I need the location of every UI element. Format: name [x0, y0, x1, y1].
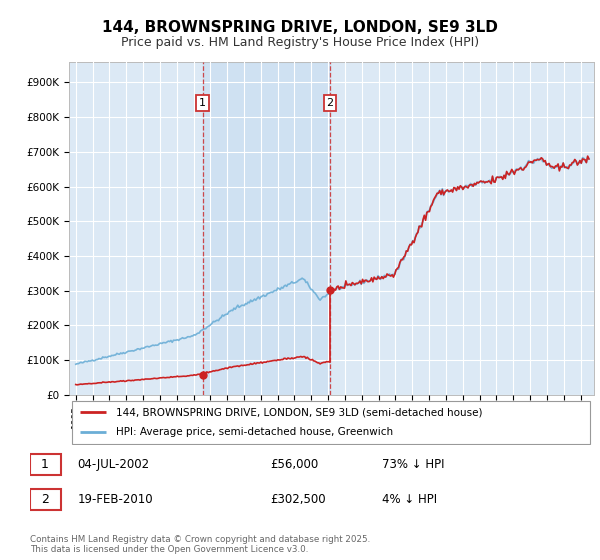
- Text: Price paid vs. HM Land Registry's House Price Index (HPI): Price paid vs. HM Land Registry's House …: [121, 36, 479, 49]
- Text: £302,500: £302,500: [270, 493, 326, 506]
- Text: Contains HM Land Registry data © Crown copyright and database right 2025.
This d: Contains HM Land Registry data © Crown c…: [30, 535, 370, 554]
- Text: 19-FEB-2010: 19-FEB-2010: [77, 493, 153, 506]
- Text: 04-JUL-2002: 04-JUL-2002: [77, 458, 149, 471]
- FancyBboxPatch shape: [71, 400, 590, 444]
- Text: 4% ↓ HPI: 4% ↓ HPI: [382, 493, 437, 506]
- Text: 2: 2: [41, 493, 49, 506]
- Text: 2: 2: [326, 98, 334, 108]
- FancyBboxPatch shape: [30, 489, 61, 510]
- Text: 144, BROWNSPRING DRIVE, LONDON, SE9 3LD: 144, BROWNSPRING DRIVE, LONDON, SE9 3LD: [102, 20, 498, 35]
- Text: 144, BROWNSPRING DRIVE, LONDON, SE9 3LD (semi-detached house): 144, BROWNSPRING DRIVE, LONDON, SE9 3LD …: [116, 407, 483, 417]
- Text: £56,000: £56,000: [270, 458, 318, 471]
- Text: 73% ↓ HPI: 73% ↓ HPI: [382, 458, 444, 471]
- Text: 1: 1: [199, 98, 206, 108]
- FancyBboxPatch shape: [30, 454, 61, 475]
- Text: HPI: Average price, semi-detached house, Greenwich: HPI: Average price, semi-detached house,…: [116, 427, 394, 437]
- Text: 1: 1: [41, 458, 49, 471]
- Bar: [203, 62, 330, 395]
